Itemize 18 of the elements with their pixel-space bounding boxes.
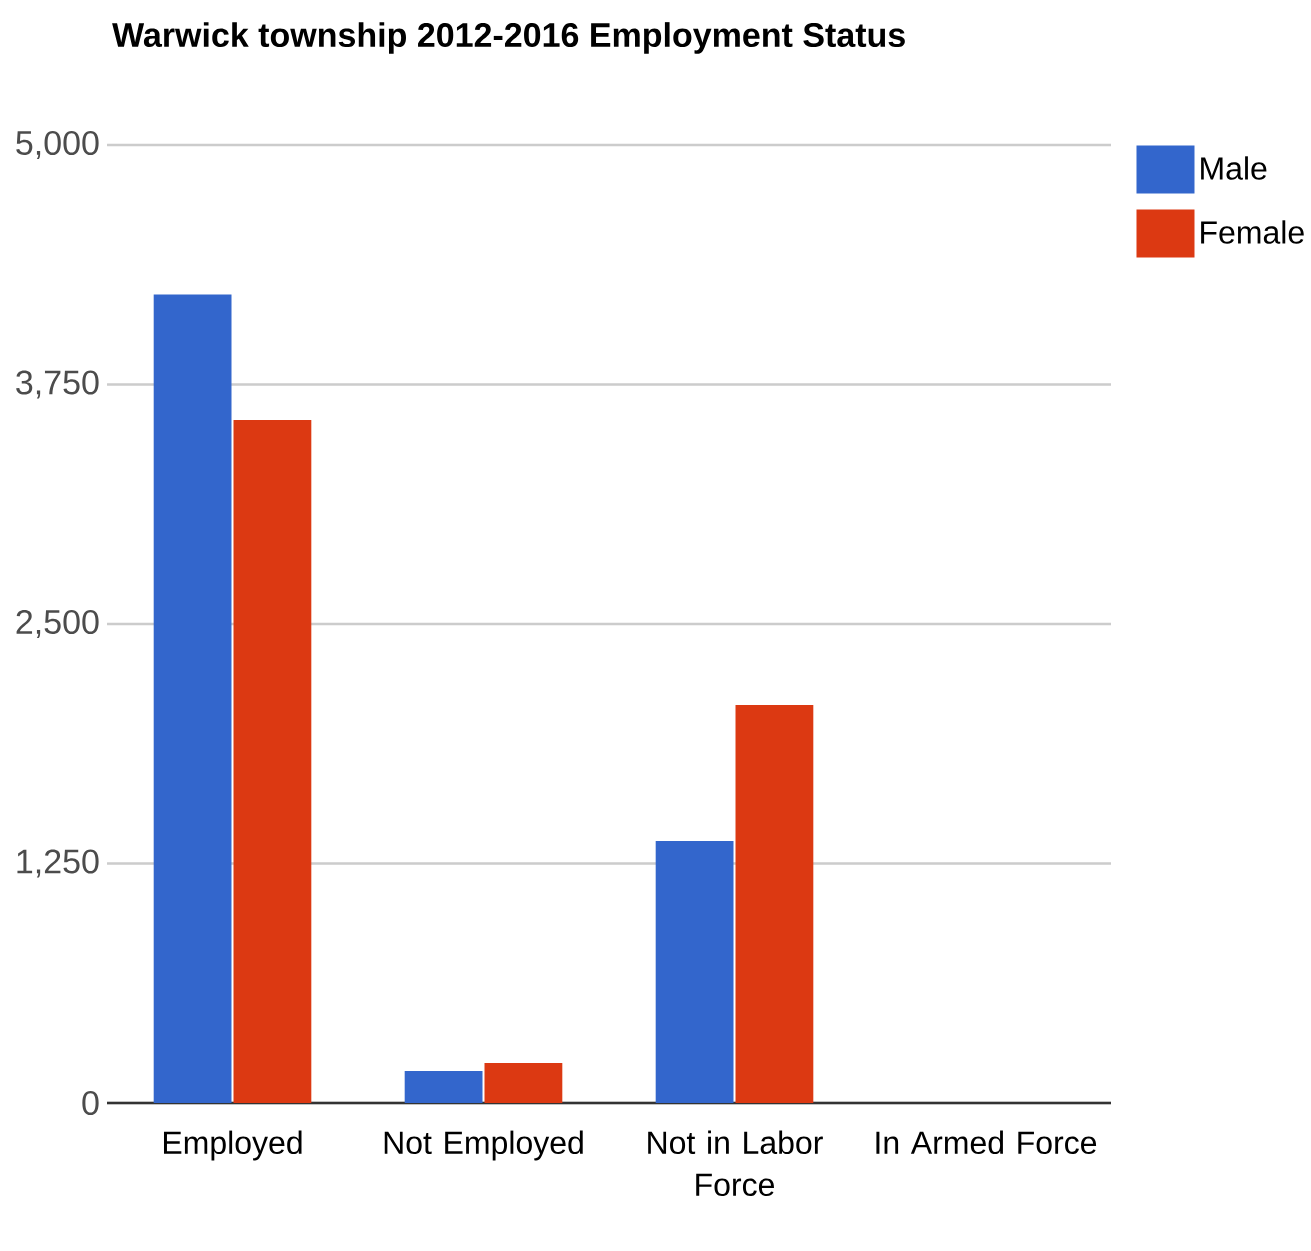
y-tick-label: 2,500	[16, 609, 99, 639]
legend-label: Female	[1201, 220, 1304, 244]
x-tick-label: Not in Labor Force	[648, 1130, 823, 1197]
y-tick-label: 3,750	[16, 370, 99, 399]
legend-label: Male	[1201, 156, 1267, 180]
bar	[735, 705, 814, 1103]
x-tick-label: Not Employed	[384, 1130, 583, 1161]
bar	[153, 294, 232, 1103]
bar	[233, 419, 312, 1103]
x-tick-label: In Armed Force	[876, 1130, 1097, 1155]
chart-title: Warwick township 2012-2016 Employment Status	[112, 22, 905, 54]
y-tick-label: 1,250	[17, 849, 99, 878]
y-tick-label: 5,000	[16, 130, 99, 160]
bar	[484, 1062, 563, 1103]
x-tick-label: Employed	[163, 1130, 302, 1161]
bar	[655, 841, 734, 1103]
y-tick-label: 0	[82, 1090, 99, 1116]
bar	[404, 1070, 483, 1103]
